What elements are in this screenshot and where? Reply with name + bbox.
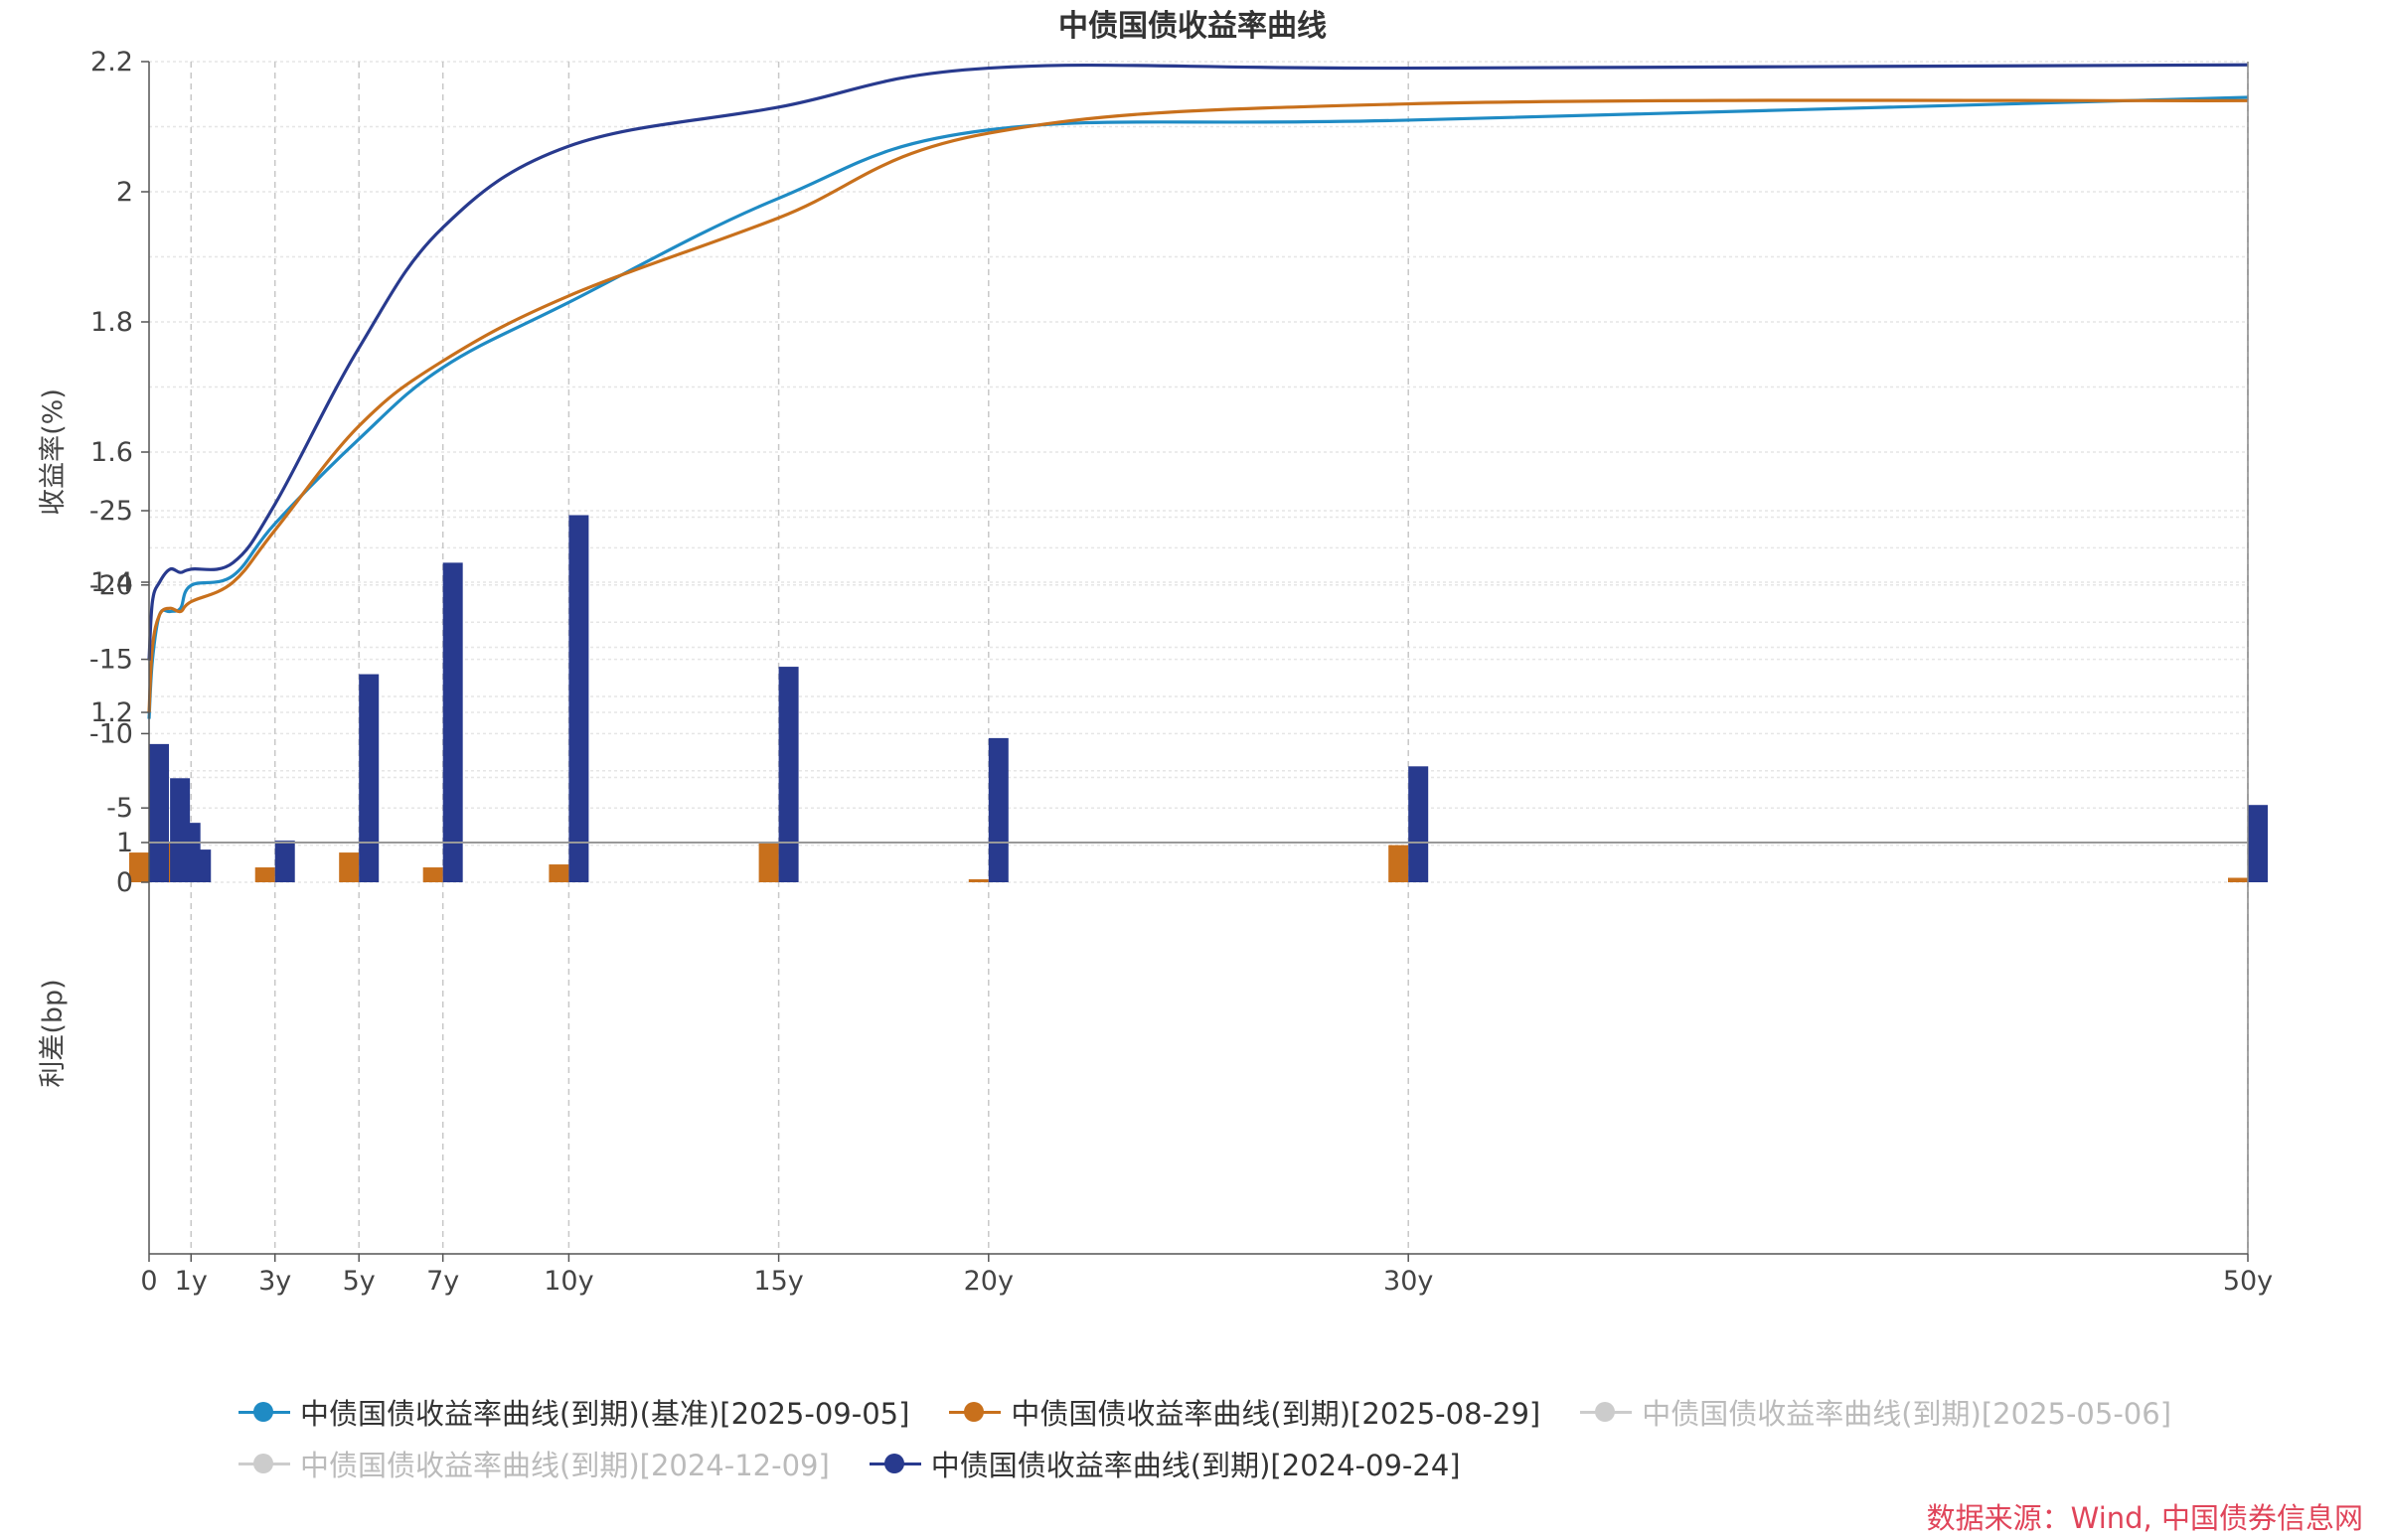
- x-tick-label: 30y: [1383, 1266, 1433, 1297]
- spread-bar: [254, 867, 275, 882]
- spread-bar: [442, 562, 463, 882]
- x-tick-label: 3y: [258, 1266, 291, 1297]
- x-tick-label: 15y: [753, 1266, 803, 1297]
- bottom-y-axis-title: 利差(bp): [38, 979, 69, 1087]
- top-y-tick-label: 1.8: [90, 307, 133, 338]
- x-tick-label: 1y: [175, 1266, 208, 1297]
- x-tick-label: 20y: [964, 1266, 1014, 1297]
- x-tick-label: 50y: [2223, 1266, 2273, 1297]
- spread-bar: [274, 841, 295, 882]
- series-line-4: [147, 63, 2249, 661]
- spread-bar: [568, 515, 589, 882]
- axes: [141, 61, 2249, 1262]
- legend-marker-icon: [238, 1454, 290, 1473]
- legend-item[interactable]: 中债国债收益率曲线(到期)[2024-12-09]: [238, 1443, 830, 1484]
- top-y-tick-label: 2.2: [90, 47, 133, 77]
- x-tick-label: 0: [140, 1266, 157, 1297]
- top-y-tick-label: 1.4: [90, 567, 133, 598]
- bottom-y-tick-label: 0: [116, 867, 133, 898]
- legend-item[interactable]: 中债国债收益率曲线(到期)[2025-05-06]: [1580, 1391, 2171, 1433]
- bottom-y-tick-label: -10: [89, 718, 133, 749]
- spread-bar: [549, 864, 569, 882]
- spread-bar: [758, 844, 779, 882]
- spread-bar: [422, 867, 443, 882]
- spread-bar: [1388, 845, 1409, 882]
- legend-row: 中债国债收益率曲线(到期)(基准)[2025-09-05] 中债国债收益率曲线(到…: [238, 1386, 2206, 1438]
- legend-marker-icon: [869, 1454, 921, 1473]
- x-tick-label: 7y: [426, 1266, 459, 1297]
- top-y-tick-label: 1.6: [90, 437, 133, 468]
- bottom-y-tick-label: -15: [89, 645, 133, 676]
- spread-bar: [191, 849, 212, 882]
- bottom-y-tick-label: -20: [89, 570, 133, 601]
- legend-item[interactable]: 中债国债收益率曲线(到期)[2025-08-29]: [949, 1391, 1540, 1433]
- legend-row: 中债国债收益率曲线(到期)[2024-12-09] 中债国债收益率曲线(到期)[2…: [238, 1438, 2206, 1489]
- tick-labels: 1 1.2 1.4 1.6 1.8 2 2.2 0 -5 -10 -15 -20 -25 0 1y 3y 5y 7…: [89, 47, 2273, 1297]
- yield-lines: [147, 63, 2249, 719]
- legend-marker-icon: [238, 1402, 290, 1422]
- data-source-note: 数据来源：Wind, 中国债券信息网: [1926, 1501, 2363, 1535]
- series-line-1: [147, 98, 2249, 713]
- spread-bar: [778, 667, 799, 882]
- legend-label: 中债国债收益率曲线(到期)[2024-12-09]: [300, 1449, 830, 1482]
- spread-bar: [339, 852, 360, 882]
- legend-marker-icon: [949, 1402, 1002, 1422]
- spread-bar: [149, 743, 169, 882]
- spread-bar: [2248, 805, 2268, 882]
- grid: [149, 61, 2249, 1254]
- top-y-axis-title: 收益率(%): [38, 388, 69, 516]
- legend-marker-icon: [1580, 1402, 1633, 1422]
- bottom-y-tick-label: -5: [106, 793, 133, 824]
- legend-label: 中债国债收益率曲线(到期)[2025-08-29]: [1011, 1397, 1541, 1431]
- top-y-tick-label: 1: [116, 828, 133, 858]
- spread-bar: [1408, 766, 1429, 882]
- spread-bar: [129, 852, 149, 882]
- legend-label: 中债国债收益率曲线(到期)(基准)[2025-09-05]: [300, 1397, 910, 1431]
- bottom-y-tick-label: -25: [89, 496, 133, 527]
- spread-bar: [988, 737, 1009, 882]
- legend-item[interactable]: 中债国债收益率曲线(到期)(基准)[2025-09-05]: [238, 1391, 909, 1433]
- top-y-tick-label: 2: [116, 177, 133, 208]
- spread-bar: [968, 879, 989, 882]
- spread-bar: [359, 674, 380, 882]
- legend-item[interactable]: 中债国债收益率曲线(到期)[2024-09-24]: [869, 1443, 1461, 1484]
- legend: 中债国债收益率曲线(到期)(基准)[2025-09-05] 中债国债收益率曲线(到…: [238, 1386, 2206, 1489]
- chart-title: 中债国债收益率曲线: [1058, 9, 1327, 44]
- legend-label: 中债国债收益率曲线(到期)[2024-09-24]: [930, 1449, 1461, 1482]
- series-line-0: [147, 95, 2249, 719]
- spread-bar: [2228, 877, 2248, 882]
- spread-bars: [129, 515, 2268, 882]
- legend-label: 中债国债收益率曲线(到期)[2025-05-06]: [1642, 1397, 2172, 1431]
- top-y-tick-label: 1.2: [90, 697, 133, 728]
- x-tick-label: 5y: [343, 1266, 376, 1297]
- x-tick-label: 10y: [544, 1266, 593, 1297]
